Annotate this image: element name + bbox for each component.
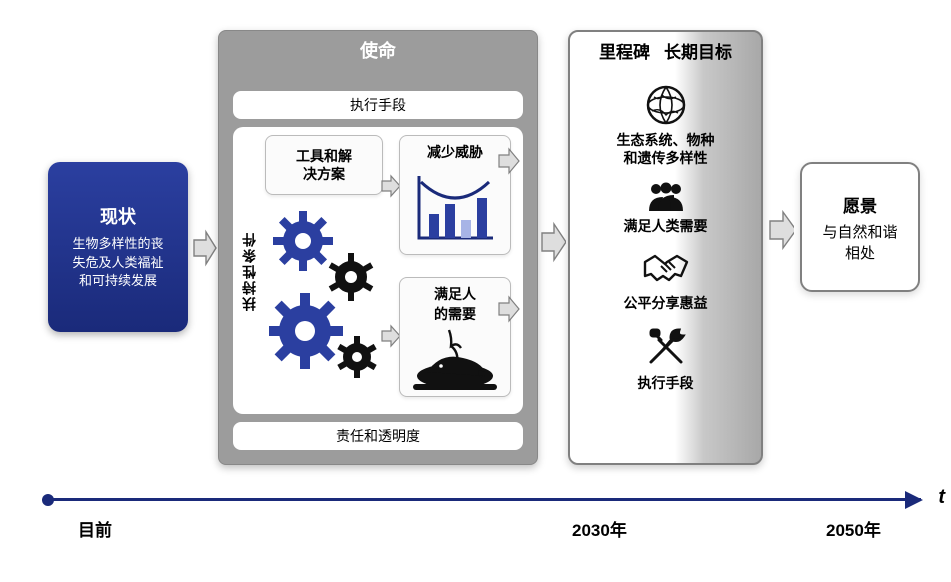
gears-icon	[269, 207, 389, 387]
enabling-conditions-label: 扶持性条件	[237, 127, 261, 414]
threat-title: 减少威胁	[400, 136, 510, 162]
mission-body: 扶持性条件 工具和解 决方案 减少威胁	[233, 127, 523, 414]
timeline-2030: 2030年	[572, 516, 627, 541]
goal-ecosystem: 生态系统、物种 和遗传多样性	[570, 83, 761, 167]
tools-box: 工具和解 决方案	[265, 135, 383, 195]
handshake-icon	[641, 250, 691, 290]
needs-box: 满足人 的需要	[399, 277, 511, 397]
vision-box: 愿景 与自然和谐 相处	[800, 162, 920, 292]
timeline-now: 目前	[78, 516, 112, 541]
arrow-goals-to-vision	[768, 210, 794, 250]
goal-benefit: 公平分享惠益	[570, 250, 761, 312]
arrow-mission-to-goals	[540, 222, 566, 262]
timeline-t: t	[938, 486, 945, 509]
current-desc: 生物多样性的丧 失危及人类福祉 和可持续发展	[72, 235, 163, 292]
tools-icon	[643, 326, 689, 370]
goals-header: 里程碑 长期目标	[570, 32, 761, 69]
needs-title: 满足人 的需要	[400, 278, 510, 324]
threat-box: 减少威胁	[399, 135, 511, 255]
mission-top-band: 执行手段	[233, 91, 523, 119]
goal-people: 满足人类需要	[570, 181, 761, 235]
arrow-tools-to-threat	[381, 173, 401, 199]
people-icon	[644, 181, 688, 213]
mission-title: 使命	[219, 31, 537, 67]
longterm-label: 长期目标	[664, 38, 732, 63]
current-state-box: 现状 生物多样性的丧 失危及人类福祉 和可持续发展	[48, 162, 188, 332]
goal-means: 执行手段	[570, 326, 761, 392]
timeline	[44, 498, 921, 501]
vision-line: 与自然和谐 相处	[822, 221, 897, 263]
arrow-current-to-mission	[192, 228, 218, 268]
mission-bottom-band: 责任和透明度	[233, 422, 523, 450]
chart-icon	[411, 168, 499, 246]
mission-box: 使命 执行手段 扶持性条件 工具和解 决方案 减少威胁	[218, 30, 538, 465]
globe-icon	[644, 83, 688, 127]
timeline-2050: 2050年	[826, 516, 881, 541]
fish-dish-icon	[407, 326, 503, 396]
milestone-label: 里程碑	[599, 38, 650, 63]
goals-box: 里程碑 长期目标 生态系统、物种 和遗传多样性 满足人类需要	[568, 30, 763, 465]
arrow-needs-out	[498, 294, 520, 324]
vision-title: 愿景	[843, 192, 877, 217]
arrow-threat-out	[498, 146, 520, 176]
diagram-canvas: 现状 生物多样性的丧 失危及人类福祉 和可持续发展 使命 执行手段 扶持性条件 …	[0, 0, 951, 582]
timeline-line	[44, 498, 921, 501]
current-title: 现状	[100, 203, 136, 229]
tools-label: 工具和解 决方案	[296, 147, 352, 183]
